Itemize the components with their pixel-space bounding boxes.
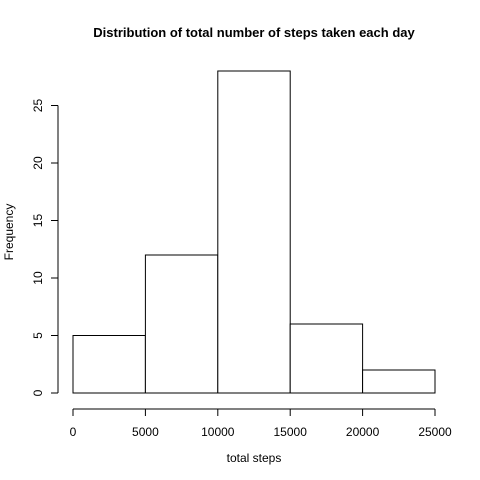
x-tick-label-3: 15000 bbox=[274, 425, 308, 439]
y-tick-label-3: 15 bbox=[31, 214, 45, 228]
x-tick-label-1: 5000 bbox=[132, 425, 159, 439]
y-tick-label-1: 5 bbox=[31, 332, 45, 339]
x-axis-label: total steps bbox=[227, 451, 282, 465]
chart-title: Distribution of total number of steps ta… bbox=[93, 25, 415, 40]
x-tick-label-4: 20000 bbox=[346, 425, 380, 439]
histogram-bar-3 bbox=[289, 323, 364, 394]
y-tick-label-5: 25 bbox=[31, 99, 45, 113]
y-tick-label-4: 20 bbox=[31, 156, 45, 170]
histogram-bar-0 bbox=[72, 335, 146, 394]
y-axis-label: Frequency bbox=[2, 204, 16, 261]
x-tick-label-5: 25000 bbox=[418, 425, 452, 439]
x-tick-label-0: 0 bbox=[70, 425, 77, 439]
y-tick-label-2: 10 bbox=[31, 271, 45, 285]
bars-group bbox=[72, 70, 436, 394]
y-tick-label-0: 0 bbox=[31, 389, 45, 396]
x-tick-label-2: 10000 bbox=[201, 425, 235, 439]
x-axis: 0 5000 10000 15000 20000 25000 bbox=[70, 408, 452, 439]
histogram-bar-1 bbox=[144, 254, 219, 394]
y-axis: 0 5 10 15 20 25 bbox=[31, 99, 59, 396]
histogram-bar-2 bbox=[217, 70, 291, 394]
histogram-bar-4 bbox=[362, 369, 436, 394]
